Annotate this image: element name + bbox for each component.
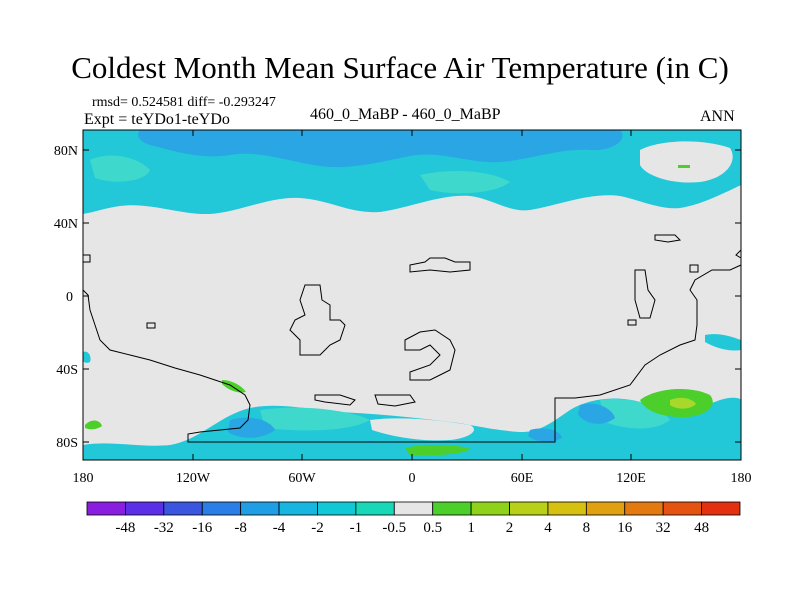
colorbar-label: -4 bbox=[273, 520, 286, 536]
east-cyan-patch bbox=[705, 334, 741, 351]
colorbar-label: -48 bbox=[115, 520, 135, 536]
axis-ticks bbox=[82, 130, 742, 460]
latitude-labels: 80N 40N 0 40S 80S bbox=[54, 144, 78, 451]
land-outline-island-8 bbox=[627, 319, 637, 326]
south-blue-patch-1 bbox=[228, 417, 275, 438]
south-neutral-gap bbox=[370, 418, 474, 441]
colorbar-label: 48 bbox=[694, 520, 709, 536]
colorbar-swatch bbox=[624, 501, 664, 516]
south-blue-patch-2 bbox=[578, 403, 615, 424]
colorbar-label: 16 bbox=[617, 520, 633, 536]
period-comparison-label: 460_0_MaBP - 460_0_MaBP bbox=[310, 106, 501, 123]
land-outline-far-west-edge bbox=[83, 254, 91, 263]
season-label: ANN bbox=[700, 108, 735, 125]
plot-title: Coldest Month Mean Surface Air Temperatu… bbox=[71, 50, 729, 85]
land-outline-island-2 bbox=[289, 284, 346, 356]
land-outline-island-6 bbox=[374, 394, 416, 407]
land-outline-island-9 bbox=[654, 234, 682, 243]
land-outline-island-1 bbox=[146, 322, 156, 329]
continent-outlines bbox=[82, 234, 742, 443]
colorbar-label: -16 bbox=[192, 520, 212, 536]
land-outline-island-4 bbox=[404, 329, 456, 381]
colorbar-swatch bbox=[393, 501, 434, 516]
south-pacific-yellowgreen-core bbox=[670, 397, 696, 409]
longitude-labels: 180 120W 60W 0 60E 120E 180 bbox=[73, 471, 752, 486]
experiment-label: Expt = teYDo1-teYDo bbox=[84, 111, 230, 128]
north-lightcyan-patch-2 bbox=[420, 170, 510, 194]
lon-label: 120E bbox=[616, 471, 646, 486]
colorbar-label: 0.5 bbox=[423, 520, 442, 536]
lat-label: 40N bbox=[54, 217, 78, 232]
colorbar-label: 2 bbox=[506, 520, 514, 536]
southwest-green-patch bbox=[85, 420, 102, 430]
colorbar-swatch bbox=[278, 501, 318, 516]
colorbar-swatch bbox=[86, 501, 126, 516]
lon-label: 0 bbox=[409, 471, 416, 486]
colorbar-swatch bbox=[662, 501, 702, 516]
colorbar-swatch bbox=[201, 501, 242, 516]
colorbar-label: 8 bbox=[583, 520, 591, 536]
land-outline-island-10 bbox=[689, 264, 699, 273]
colorbar-label: 32 bbox=[656, 520, 671, 536]
lat-label: 80S bbox=[56, 436, 78, 451]
land-outline-island-5 bbox=[314, 394, 356, 406]
south-lightcyan-1 bbox=[260, 407, 370, 431]
arctic-neutral-region bbox=[640, 141, 733, 183]
colorbar-swatch bbox=[701, 501, 741, 516]
colorbar-swatch bbox=[585, 501, 626, 516]
andes-green-patch bbox=[222, 380, 246, 393]
land-outline-island-3 bbox=[409, 257, 471, 273]
lon-label: 60W bbox=[288, 471, 316, 486]
south-blue-patch-3 bbox=[528, 428, 562, 442]
colorbar-swatch bbox=[432, 501, 472, 516]
colorbar-label: 4 bbox=[544, 520, 552, 536]
colorbar-label: 1 bbox=[467, 520, 475, 536]
south-far-cyan bbox=[83, 449, 430, 460]
lon-label: 120W bbox=[176, 471, 211, 486]
colorbar-swatch bbox=[317, 501, 357, 516]
colorbar-swatch bbox=[125, 501, 165, 516]
arctic-green-speck bbox=[678, 165, 690, 168]
lon-label: 60E bbox=[511, 471, 534, 486]
colorbar bbox=[86, 501, 741, 516]
colorbar-label: -1 bbox=[350, 520, 363, 536]
colorbar-label: -8 bbox=[234, 520, 247, 536]
south-green-strip bbox=[405, 445, 470, 456]
land-outline-west-continent bbox=[82, 264, 742, 443]
west-edge-cyan-patch bbox=[83, 351, 91, 363]
lat-label: 40S bbox=[56, 363, 78, 378]
rmsd-diff-stats: rmsd= 0.524581 diff= -0.293247 bbox=[92, 95, 276, 110]
south-lightcyan-2 bbox=[600, 399, 670, 429]
colorbar-swatch bbox=[470, 501, 510, 516]
north-lightcyan-patch-1 bbox=[90, 155, 150, 182]
lon-label: 180 bbox=[73, 471, 94, 486]
land-outline-island-7 bbox=[634, 269, 656, 319]
colorbar-label: -0.5 bbox=[382, 520, 406, 536]
lat-label: 0 bbox=[66, 290, 73, 305]
colorbar-swatch bbox=[547, 501, 587, 516]
north-blue-patch bbox=[138, 130, 623, 168]
colorbar-labels: -48 -32 -16 -8 -4 -2 -1 -0.5 0.5 1 2 4 8 16 32 48 bbox=[115, 520, 709, 536]
colorbar-swatch bbox=[355, 501, 395, 516]
colorbar-swatch bbox=[163, 501, 203, 516]
colorbar-swatch bbox=[240, 501, 280, 516]
lat-label: 80N bbox=[54, 144, 78, 159]
colorbar-label: -2 bbox=[311, 520, 324, 536]
lon-label: 180 bbox=[731, 471, 752, 486]
colorbar-swatch bbox=[509, 501, 549, 516]
colorbar-label: -32 bbox=[154, 520, 174, 536]
temperature-field bbox=[83, 130, 741, 460]
land-outline-east-edge bbox=[735, 249, 742, 259]
